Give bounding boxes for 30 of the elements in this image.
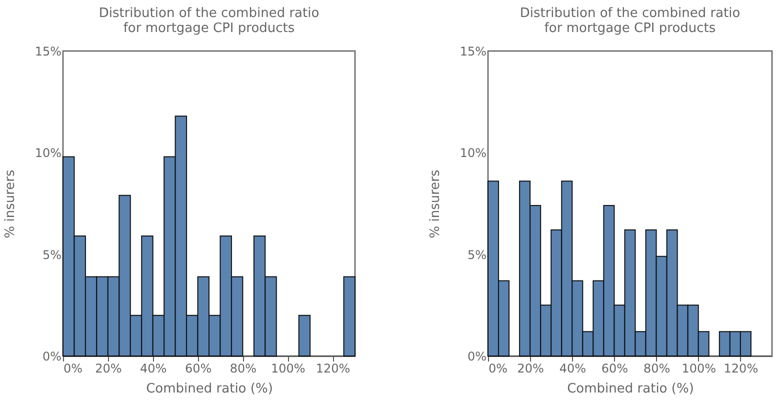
text: for mortgage CPI products	[544, 21, 716, 36]
y-tick-label: 5%	[467, 248, 486, 262]
x-tick-label: 100%	[270, 362, 306, 376]
x-tick-label: 40%	[559, 362, 586, 376]
x-tick-label: 60%	[601, 362, 628, 376]
y-tick-label: 0%	[42, 350, 62, 364]
text: Distribution of the combined ratio	[520, 6, 740, 21]
x-tick-label: 100%	[682, 362, 716, 376]
y-axis-title: % insurers	[428, 170, 443, 238]
x-tick-label: 80%	[230, 362, 257, 376]
x-tick-label: 20%	[517, 362, 544, 376]
x-tick-label: 120%	[316, 362, 350, 376]
y-tick-label: 10%	[460, 146, 486, 160]
x-tick-label: 60%	[184, 362, 212, 376]
y-tick-label: 15%	[34, 44, 62, 58]
x-tick-label: 0%	[64, 362, 83, 376]
y-tick-label: 5%	[42, 248, 62, 262]
x-tick-label: 40%	[140, 362, 167, 376]
x-tick-label: 20%	[95, 362, 122, 376]
text: for mortgage CPI products	[123, 21, 295, 36]
x-axis-title: Combined ratio (%)	[567, 382, 694, 396]
x-tick-label: 0%	[488, 362, 508, 376]
text: Distribution of the combined ratio	[98, 6, 320, 21]
y-tick-label: 0%	[467, 350, 486, 364]
x-tick-label: 80%	[643, 362, 670, 376]
x-tick-label: 120%	[724, 362, 758, 376]
x-axis-title: Combined ratio (%)	[146, 382, 273, 396]
y-tick-label: 15%	[460, 44, 486, 58]
y-tick-label: 10%	[34, 146, 62, 160]
y-axis-title: % insurers	[2, 170, 18, 238]
